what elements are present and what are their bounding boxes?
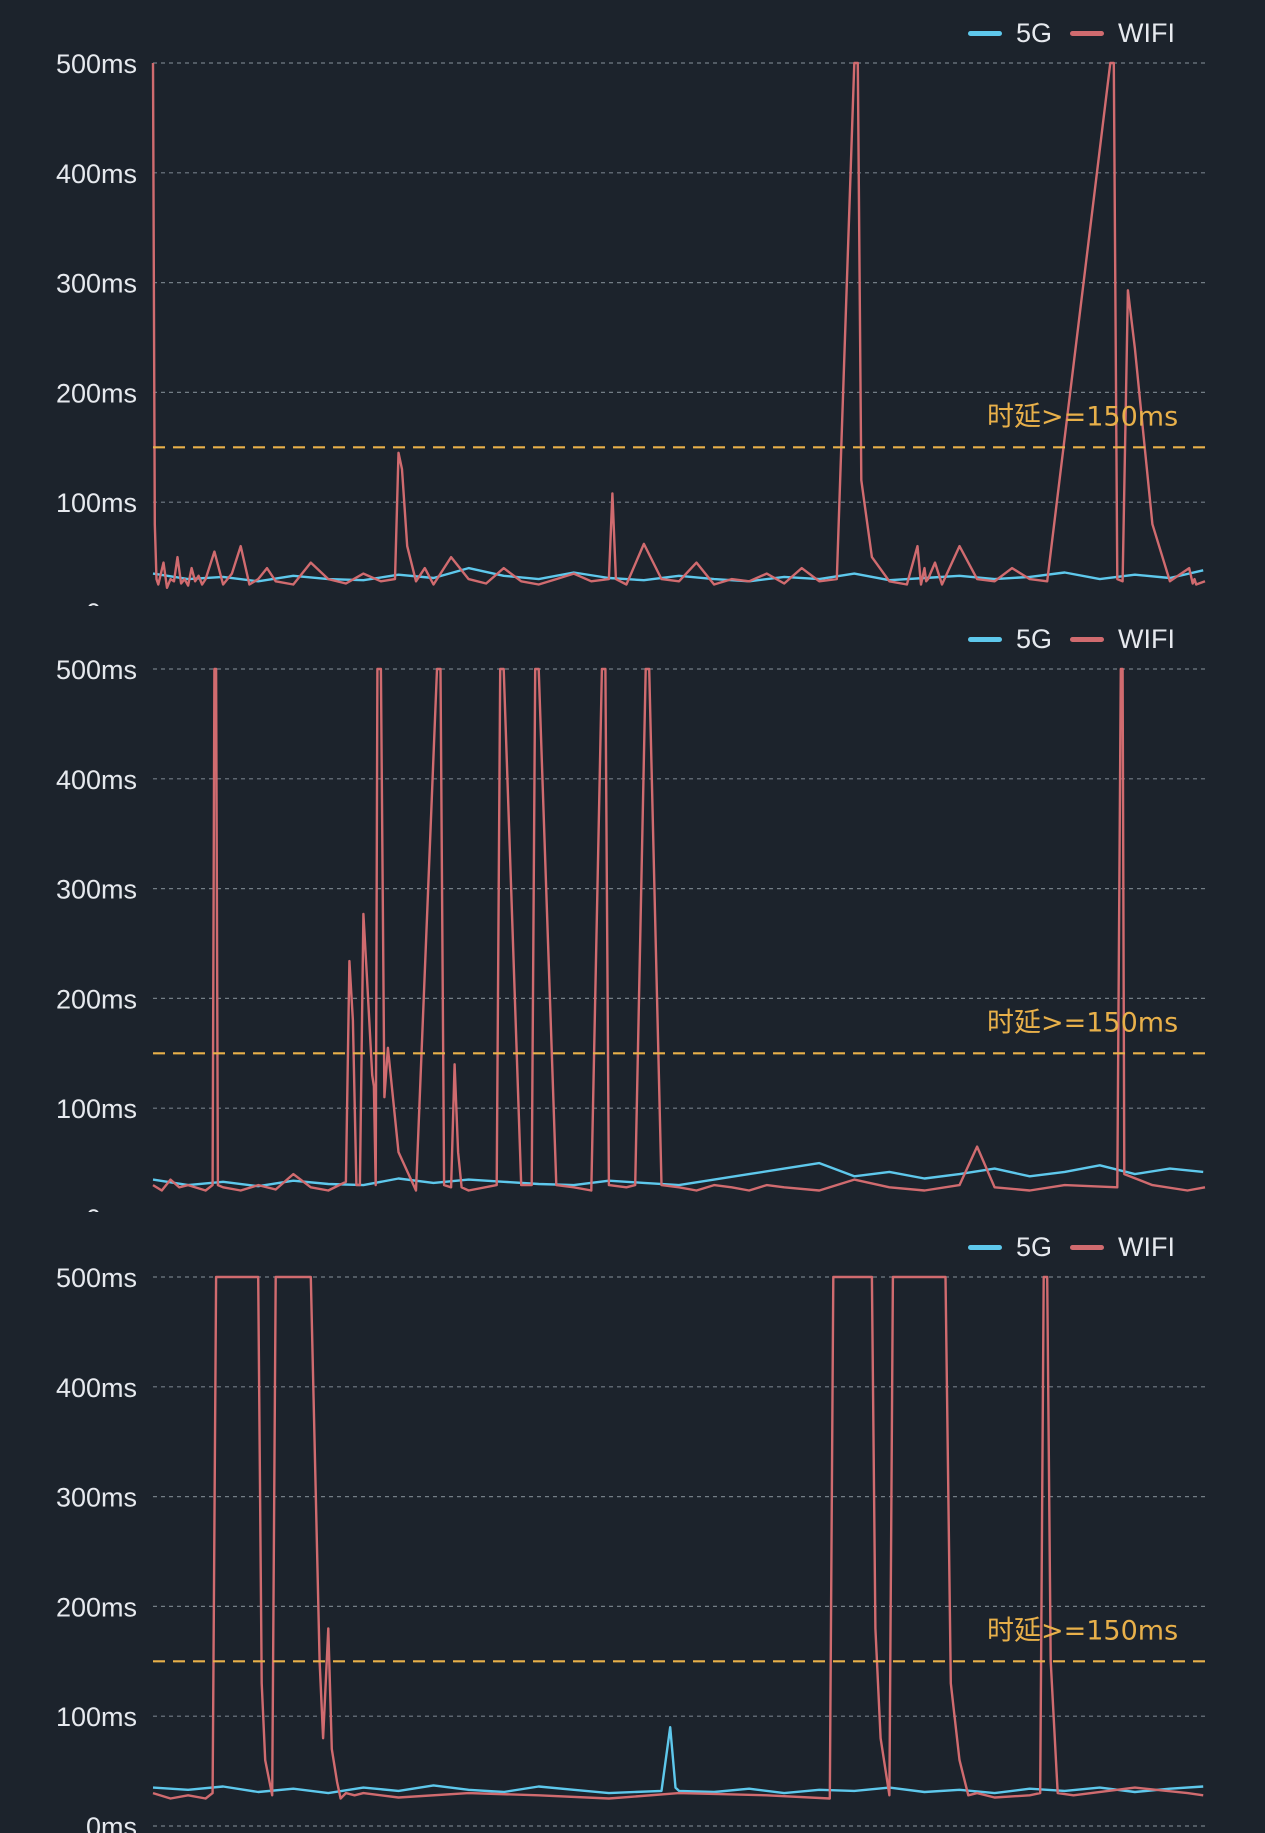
chart-panel-3: 0ms 100ms 200ms 300ms 400ms 500ms 时延>=150ms 5G W… bbox=[0, 1214, 1265, 1833]
y-tick-label: 400ms bbox=[56, 159, 137, 189]
legend[interactable]: 5G WIFI bbox=[967, 624, 1175, 655]
legend-label: 5G bbox=[1015, 624, 1053, 654]
legend-item-wifi[interactable]: WIFI bbox=[1070, 18, 1175, 49]
threshold-label: 时延>=150ms bbox=[987, 1007, 1178, 1038]
y-tick-label: 200ms bbox=[56, 378, 137, 408]
y-tick-label: 200ms bbox=[56, 1592, 137, 1622]
legend-label: 5G bbox=[1015, 18, 1053, 48]
y-tick-label: 400ms bbox=[56, 765, 137, 795]
y-tick-label: 500ms bbox=[56, 49, 137, 79]
legend-item-wifi[interactable]: WIFI bbox=[1070, 1232, 1175, 1263]
chart-svg: 0ms 100ms 200ms 300ms 400ms 500ms 时延>=150ms bbox=[56, 1263, 1205, 1833]
y-tick-label: 500ms bbox=[56, 1263, 137, 1293]
series-line-wifi bbox=[152, 667, 1206, 1192]
chart-svg: 0ms 100ms 200ms 300ms 400ms 500ms 时延>=150ms bbox=[56, 655, 1206, 1212]
legend-item-wifi[interactable]: WIFI bbox=[1070, 624, 1175, 655]
legend-swatch bbox=[967, 1245, 1002, 1250]
y-tick-label: 100ms bbox=[56, 1094, 137, 1124]
legend-label: WIFI bbox=[1118, 624, 1175, 654]
legend-swatch bbox=[1070, 1245, 1105, 1250]
legend-swatch bbox=[1070, 637, 1105, 642]
chart-panel-2: 0ms 100ms 200ms 300ms 400ms 500ms 时延>=150ms 5G W… bbox=[0, 606, 1265, 1212]
legend-label: 5G bbox=[1015, 1232, 1053, 1262]
y-tick-label: 0ms bbox=[86, 598, 137, 606]
series-line-5g bbox=[152, 566, 1204, 583]
series-line-5g bbox=[152, 1726, 1204, 1795]
legend-label: WIFI bbox=[1118, 18, 1175, 48]
chart-svg: 0ms 100ms 200ms 300ms 400ms 500ms 时延>=150ms bbox=[56, 49, 1206, 606]
series-line-wifi bbox=[151, 61, 1206, 589]
legend-item-5g[interactable]: 5G bbox=[967, 18, 1053, 49]
y-tick-label: 300ms bbox=[56, 1483, 137, 1513]
y-tick-label: 400ms bbox=[56, 1373, 137, 1403]
legend[interactable]: 5G WIFI bbox=[967, 18, 1175, 49]
legend-swatch bbox=[967, 637, 1002, 642]
y-tick-label: 300ms bbox=[56, 269, 137, 299]
chart-panel-1: 0ms 100ms 200ms 300ms 400ms 500ms 时延>=150ms 5G W… bbox=[0, 0, 1265, 606]
legend-item-5g[interactable]: 5G bbox=[967, 624, 1053, 655]
legend-label: WIFI bbox=[1118, 1232, 1175, 1262]
y-tick-label: 200ms bbox=[56, 984, 137, 1014]
threshold-label: 时延>=150ms bbox=[987, 1615, 1178, 1646]
y-tick-label: 0ms bbox=[86, 1812, 137, 1833]
series-line-wifi bbox=[152, 1275, 1204, 1800]
series-line-5g bbox=[152, 1161, 1204, 1188]
y-tick-label: 300ms bbox=[56, 875, 137, 905]
legend-item-5g[interactable]: 5G bbox=[967, 1232, 1053, 1263]
y-tick-label: 100ms bbox=[56, 488, 137, 518]
legend-swatch bbox=[1070, 31, 1105, 36]
legend-swatch bbox=[967, 31, 1002, 36]
y-tick-label: 500ms bbox=[56, 655, 137, 685]
threshold-label: 时延>=150ms bbox=[987, 401, 1178, 432]
legend[interactable]: 5G WIFI bbox=[967, 1232, 1175, 1263]
y-tick-label: 100ms bbox=[56, 1702, 137, 1732]
y-tick-label: 0ms bbox=[86, 1204, 137, 1212]
